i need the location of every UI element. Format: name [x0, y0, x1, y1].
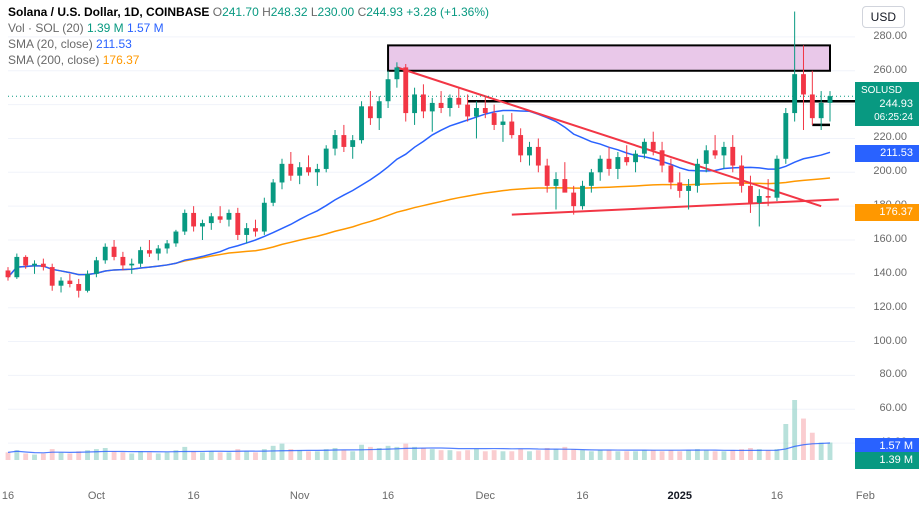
- chart-header: Solana / U.S. Dollar, 1D, COINBASE O241.…: [8, 4, 489, 68]
- ohlc-l: 230.00: [318, 5, 355, 19]
- x-tick: 16: [187, 490, 199, 502]
- vol-value-2: 1.57 M: [127, 21, 164, 35]
- currency-badge[interactable]: USD: [862, 6, 905, 28]
- sma20-value: 211.53: [96, 37, 132, 51]
- x-tick: Oct: [88, 490, 105, 502]
- y-tick: 220.00: [873, 131, 907, 143]
- sma200-label[interactable]: SMA (200, close): [8, 53, 99, 67]
- symbol-title[interactable]: Solana / U.S. Dollar, 1D, COINBASE: [8, 5, 209, 19]
- y-tick: 140.00: [873, 267, 907, 279]
- chart-container[interactable]: Solana / U.S. Dollar, 1D, COINBASE O241.…: [0, 0, 919, 508]
- ohlc-c: 244.93: [366, 5, 403, 19]
- price-label-sma20: 211.53: [855, 145, 919, 162]
- ohlc-h: 248.32: [271, 5, 308, 19]
- x-tick: Dec: [476, 490, 496, 502]
- y-tick: 200.00: [873, 165, 907, 177]
- y-tick: 60.00: [879, 402, 907, 414]
- price-label-current: SOLUSD244.9306:25:24: [855, 82, 919, 126]
- x-tick: 16: [2, 490, 14, 502]
- x-tick: Feb: [856, 490, 875, 502]
- price-label-sma200: 176.37: [855, 204, 919, 221]
- vol-indicator-label[interactable]: Vol · SOL (20): [8, 21, 84, 35]
- chart-svg[interactable]: [0, 0, 919, 508]
- sma200-value: 176.37: [103, 53, 140, 67]
- x-tick: 16: [771, 490, 783, 502]
- y-tick: 100.00: [873, 335, 907, 347]
- vol-value-1: 1.39 M: [87, 21, 124, 35]
- sma20-label[interactable]: SMA (20, close): [8, 37, 93, 51]
- x-tick: 16: [382, 490, 394, 502]
- x-tick: 2025: [667, 490, 691, 502]
- y-tick: 260.00: [873, 64, 907, 76]
- x-tick: 16: [576, 490, 588, 502]
- ohlc-o: 241.70: [222, 5, 259, 19]
- y-tick: 280.00: [873, 30, 907, 42]
- y-tick: 80.00: [879, 368, 907, 380]
- x-tick: Nov: [290, 490, 310, 502]
- price-label-vol: 1.39 M: [855, 452, 919, 469]
- y-tick: 160.00: [873, 233, 907, 245]
- y-tick: 120.00: [873, 301, 907, 313]
